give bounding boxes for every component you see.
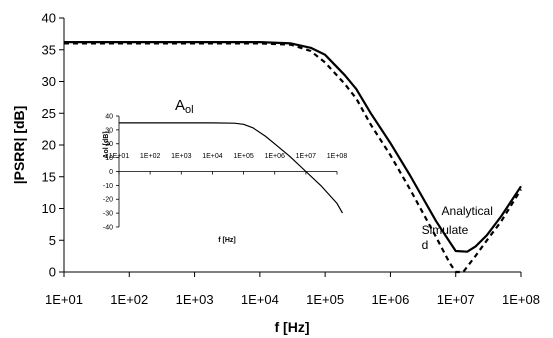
x-tick-label: 1E+08 xyxy=(327,153,348,160)
inset-title: Aol xyxy=(175,97,194,116)
x-tick-label: 1E+01 xyxy=(109,153,130,160)
y-tick-label: 20 xyxy=(42,138,56,153)
x-tick-label: 1E+04 xyxy=(241,292,279,307)
y-tick-label: -10 xyxy=(103,183,113,190)
inset-title-main: A xyxy=(175,97,185,114)
y-tick-label: 0 xyxy=(109,169,113,176)
y-tick-label: 30 xyxy=(105,127,113,134)
x-tick-label: 1E+06 xyxy=(264,153,285,160)
analytical-series-line xyxy=(64,41,522,253)
annotation-analytical: Analytical xyxy=(442,204,493,218)
annotation-line: Simulate xyxy=(422,223,469,237)
annotation-line: d xyxy=(422,238,429,252)
x-tick-label: 1E+05 xyxy=(306,292,344,307)
y-tick-label: 0 xyxy=(49,265,56,280)
aol-series-line xyxy=(119,122,344,214)
x-tick-label: 1E+03 xyxy=(176,292,214,307)
x-tick-label: 1E+03 xyxy=(171,153,192,160)
y-axis-title: |PSRR| [dB] xyxy=(11,106,27,185)
x-tick-label: 1E+08 xyxy=(502,292,540,307)
y-tick-label: 10 xyxy=(105,155,113,162)
y-axis-title: Aol [dB] xyxy=(103,131,110,158)
y-tick-label: 40 xyxy=(42,11,56,26)
y-tick-label: 35 xyxy=(42,42,56,57)
annotation-simulated: Simulate d xyxy=(422,223,469,252)
x-tick-label: 1E+07 xyxy=(437,292,475,307)
y-tick-label: -20 xyxy=(103,197,113,204)
y-tick-label: 25 xyxy=(42,106,56,121)
y-tick-label: 40 xyxy=(105,113,113,120)
annotation-line: Analytical xyxy=(442,204,493,218)
y-tick-label: 20 xyxy=(105,141,113,148)
x-tick-label: 1E+04 xyxy=(202,153,223,160)
y-tick-label: 15 xyxy=(42,169,56,184)
y-tick-label: -30 xyxy=(103,211,113,218)
y-tick-label: -40 xyxy=(103,224,113,231)
x-tick-label: 1E+07 xyxy=(296,153,317,160)
x-axis-title: f [Hz] xyxy=(275,319,310,335)
x-axis-title: f [Hz] xyxy=(218,237,236,244)
inset-plot: -40 -30 -20 -10 0 10 20 30 40 1E+01 1E+02 1E+03 1E+0… xyxy=(103,97,347,244)
x-tick-label: 1E+02 xyxy=(140,153,161,160)
y-tick-label: 10 xyxy=(42,201,56,216)
inset-title-subscript: ol xyxy=(185,104,194,116)
y-tick-label: 5 xyxy=(49,233,56,248)
main-plot: 0 5 10 15 20 25 30 35 40 1E+01 1E+02 1E+03 1E+04 1E+0… xyxy=(11,11,540,335)
x-tick-label: 1E+05 xyxy=(233,153,254,160)
y-tick-label: 30 xyxy=(42,74,56,89)
x-tick-label: 1E+01 xyxy=(45,292,83,307)
x-tick-label: 1E+02 xyxy=(110,292,148,307)
simulated-series-line xyxy=(64,42,522,274)
x-tick-label: 1E+06 xyxy=(371,292,409,307)
